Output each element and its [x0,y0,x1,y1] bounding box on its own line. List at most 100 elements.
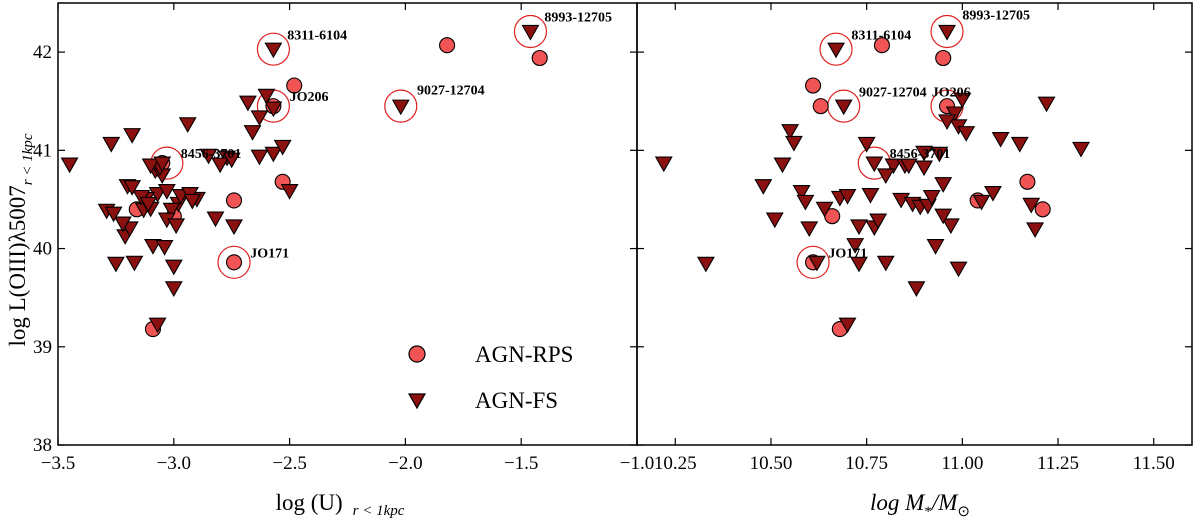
fs-point [1072,141,1090,158]
fs-point [141,158,160,175]
y-axis-title-main: log L(OIII)λ5007 [5,185,30,346]
fs-point [1022,197,1041,214]
fs-point [225,219,243,236]
fs-point [796,194,815,211]
fs-point [113,216,132,233]
left-highlight-ring [256,32,290,66]
fs-point [199,148,218,165]
x-axis-title-left-subscript: r < 1kpc [353,503,405,519]
right-annotation-label: JO206 [932,85,971,100]
left-x-tick-label: −2.0 [388,453,422,474]
legend-fs-label: AGN-FS [475,388,558,413]
fs-point [827,42,845,59]
rps-point [935,49,952,67]
rps-point [812,98,829,115]
left-annotation-label: 8993-12705 [544,11,612,26]
fs-point [953,92,972,109]
left-highlight-ring [384,89,418,123]
left-annotation-label: JO171 [250,246,289,261]
y-axis-title-subscript: r < 1kpc [20,133,36,185]
fs-point [915,160,934,177]
left-annotation-label: 8456-3701 [181,147,242,162]
fs-point [155,240,174,256]
fs-point [815,201,834,218]
fs-point [846,238,865,254]
left-highlight-ring [513,14,548,49]
left-y-tick-label: 40 [33,239,52,260]
fs-point [391,99,410,116]
left-annotation-label: 9027-12704 [417,83,485,98]
left-panel: −3.5 −3.0 −2.5 −2.0 −1.5 −1.0 38 39 40 41 42 8311-6… [33,2,654,474]
fs-point [781,124,800,140]
fs-point [1010,136,1029,153]
fs-point [773,157,792,174]
right-x-tick-label: 10.75 [845,453,888,474]
fs-point [264,101,283,118]
fs-point [754,179,773,195]
fs-point [243,125,262,141]
x-axis-title-left: log (U) r < 1kpc [276,490,405,519]
fs-point [250,110,269,127]
fs-point [807,255,826,272]
right-x-tick-label: 11.00 [941,453,983,474]
right-annotation-label: 8311-6104 [851,28,911,43]
left-frame [57,2,638,446]
fs-point [123,180,142,196]
fs-point [273,139,292,156]
right-panel: 10.25 10.50 10.75 11.00 11.25 11.508311-61048… [636,2,1193,474]
fs-point [164,259,183,276]
fs-point [915,145,934,162]
left-x-tick-label: −3.5 [41,453,75,474]
fs-point [957,126,976,142]
fs-point [850,219,868,236]
fs-point [934,208,953,225]
rps-point [286,77,303,94]
fs-point [907,281,926,297]
fs-point [991,131,1010,148]
fs-point [1026,222,1045,239]
fs-point [264,146,283,163]
fs-point [945,106,964,123]
left-x-tick-label: −2.5 [272,453,306,474]
fs-point [183,193,202,210]
rps-point [1034,201,1051,218]
fs-point [972,194,991,211]
fs-point [784,135,803,152]
fs-point [153,156,172,173]
fs-point [934,177,953,193]
rps-point [225,192,243,209]
legend-rps-marker [408,345,426,363]
fs-point [1037,96,1056,113]
right-annotation-label: JO171 [828,246,867,261]
fs-point [876,168,895,184]
legend-fs-marker [407,393,427,410]
x-axis-title-right-sun: ⊙ [957,504,970,520]
left-annotation-label: 8311-6104 [287,28,347,43]
x-axis-title-left-main: log (U) [276,490,343,515]
left-x-tick-label: −1.5 [504,453,538,474]
fs-point [238,95,257,112]
x-axis-title-right-sep: /M [930,490,959,515]
fs-point [144,239,162,255]
fs-point [157,184,176,200]
fs-point [222,152,241,169]
left-y-tick-label: 41 [33,140,52,161]
right-plot-area: 8311-6104 8993-12705 9027-12704 JO206 8456-3… [654,9,1090,338]
rps-point [225,254,243,271]
fs-point [926,239,945,255]
fs-point [899,158,918,175]
fs-point [206,211,225,228]
left-x-tick-label: −1.0 [620,453,654,474]
fs-point [178,117,197,133]
fs-point [102,136,121,153]
rps-point [1019,173,1036,190]
legend: AGN-RPS AGN-FS [407,342,573,413]
fs-point [148,187,167,203]
rps-point [439,37,456,54]
fs-point [922,189,941,206]
y-axis-title: log L(OIII)λ5007r < 1kpc [5,133,36,346]
fs-point [162,202,181,219]
left-annotation-label: JO206 [290,90,329,105]
left-y-tick-label: 38 [33,435,52,456]
